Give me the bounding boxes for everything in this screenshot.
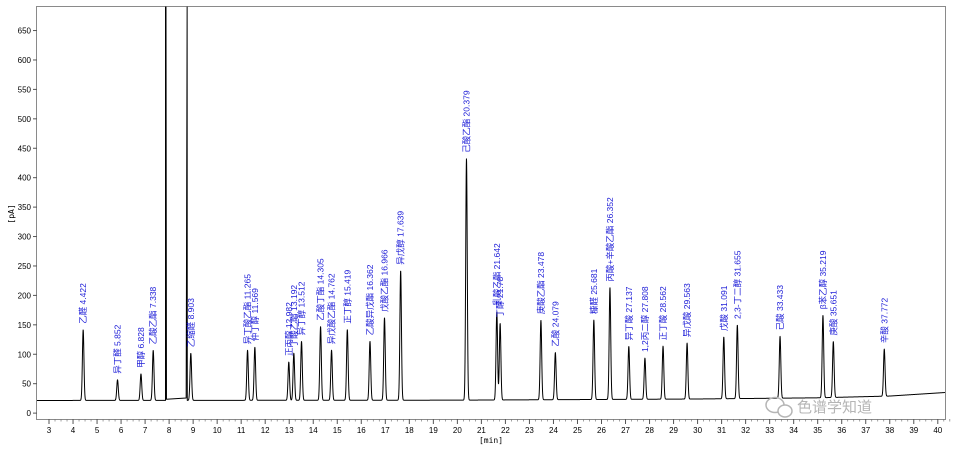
watermark: 色谱学知道 (765, 396, 872, 418)
y-tick-label: 600 (18, 56, 32, 65)
peak-label: 正丁醇 15.419 (342, 269, 352, 323)
peak-label: 甲醇 6.828 (136, 327, 146, 368)
peak-label: 乙缩醛 8.903 (186, 298, 196, 347)
signal-trace (36, 6, 946, 401)
x-tick-label: 34 (789, 426, 798, 435)
peak-label: 乳酸乙酯 21.642 (492, 243, 502, 306)
x-axis-ticks: 3 4 5 6 7 8 9 10 11 12 13 14 15 16 17 18 19 20 21 22 23 24 25 2… (47, 419, 951, 435)
x-tick-label: 4 (71, 426, 76, 435)
x-tick-label: 3 (47, 426, 52, 435)
peak-label: β苯乙醇 35.219 (818, 250, 828, 309)
x-tick-label: 14 (309, 426, 318, 435)
y-tick-label: 50 (22, 380, 31, 389)
y-tick-label: 300 (18, 233, 32, 242)
x-tick-label: 16 (357, 426, 366, 435)
y-axis-title: [pA] (7, 204, 16, 223)
peak-label: 异丁醛 5.852 (113, 324, 123, 373)
x-tick-label: 5 (95, 426, 100, 435)
y-tick-label: 350 (18, 203, 32, 212)
peak-label: 异丁酸乙酯 11.265 (243, 274, 253, 345)
y-axis-ticks: 0 50 100 150 200 250 300 350 400 450 500 550 600 650 (18, 27, 37, 418)
watermark-text: 色谱学知道 (797, 399, 872, 416)
peak-label: 糠醛 25.681 (589, 268, 599, 314)
x-tick-label: 28 (645, 426, 654, 435)
x-tick-label: 37 (861, 426, 870, 435)
peak-label: 乙酸乙酯 7.338 (148, 286, 158, 344)
peak-label: 异戊酸乙酯 14.762 (327, 273, 337, 344)
y-tick-label: 100 (18, 350, 32, 359)
x-tick-label: 13 (285, 426, 294, 435)
peak-label: 庚酸 35.651 (828, 290, 838, 336)
y-tick-label: 200 (18, 291, 32, 300)
peak-label: 2,3-丁二醇 31.655 (732, 250, 742, 319)
peak-label: 丁醇 21.78 (495, 277, 505, 318)
x-tick-label: 19 (429, 426, 438, 435)
peak-label: 正丙醇 12.982 (284, 302, 294, 356)
x-tick-label: 39 (909, 426, 918, 435)
peak-label: 丁酸乙酯 13.192 (289, 285, 299, 348)
peak-label: 己酸乙酯 20.379 (461, 90, 471, 153)
x-tick-label: 21 (477, 426, 486, 435)
peak-label: 己酸 33.433 (775, 285, 785, 331)
x-tick-label: 25 (573, 426, 582, 435)
x-tick-label: 36 (837, 426, 846, 435)
x-tick-label: 22 (501, 426, 510, 435)
x-axis-title: [min] (479, 436, 503, 445)
peak-label: 1,2丙二醇 27.808 (640, 286, 650, 352)
plot-frame (36, 6, 946, 420)
x-tick-label: 40 (933, 426, 942, 435)
peak-label: 异丁醇 13.512 (297, 281, 307, 335)
y-tick-label: 650 (18, 27, 32, 36)
x-tick-label: 18 (405, 426, 414, 435)
x-tick-label: 17 (381, 426, 390, 435)
peak-label: 乙醛 4.422 (78, 283, 88, 324)
x-tick-label: 31 (717, 426, 726, 435)
peak-label: 乙酸丁酯 14.305 (316, 258, 326, 321)
peak-label: 辛酸 37.772 (879, 297, 889, 343)
peak-label: 异戊酸 29.563 (682, 283, 692, 337)
x-tick-label: 20 (453, 426, 462, 435)
peak-label: 异丁酸 27.137 (624, 286, 634, 340)
x-tick-label: 27 (621, 426, 630, 435)
peak-label: 戊酸 31.091 (719, 285, 729, 331)
peak-label: 庚酸乙酯 23.478 (536, 252, 546, 315)
x-tick-label: 6 (119, 426, 124, 435)
x-tick-label: 35 (813, 426, 822, 435)
x-tick-label: 38 (885, 426, 894, 435)
x-tick-label: 29 (669, 426, 678, 435)
peak-label: 丙酸+辛酸乙酯 26.352 (605, 197, 615, 282)
x-tick-label: 24 (549, 426, 558, 435)
y-tick-label: 550 (18, 85, 32, 94)
peak-label: 戊酸乙酯 16.966 (379, 249, 389, 312)
x-tick-label: 32 (741, 426, 750, 435)
y-tick-label: 450 (18, 144, 32, 153)
wechat-icon (765, 396, 793, 418)
x-tick-label: 8 (167, 426, 172, 435)
y-tick-label: 150 (18, 321, 32, 330)
x-tick-label: 33 (765, 426, 774, 435)
x-tick-label: 12 (261, 426, 270, 435)
peak-label: 正丁酸 28.562 (658, 286, 668, 340)
x-tick-label: 23 (525, 426, 534, 435)
x-tick-label: 30 (693, 426, 702, 435)
peak-label: 乙酸异戊酯 16.362 (365, 264, 375, 335)
x-tick-label: 26 (597, 426, 606, 435)
x-tick-label: 7 (143, 426, 148, 435)
y-tick-label: 250 (18, 262, 32, 271)
y-tick-label: 500 (18, 115, 32, 124)
x-tick-label: 10 (213, 426, 222, 435)
peak-label: 仲丁醇 11.569 (250, 288, 260, 342)
x-tick-label: 9 (191, 426, 196, 435)
signal-trace-layer (36, 6, 946, 401)
x-tick-label: 11 (237, 426, 246, 435)
peak-label: 乙酸 24.079 (550, 301, 560, 347)
x-tick-label: 15 (333, 426, 342, 435)
y-tick-label: 400 (18, 174, 32, 183)
peak-label: 异戊醇 17.639 (396, 211, 406, 265)
y-tick-label: 0 (27, 409, 32, 418)
